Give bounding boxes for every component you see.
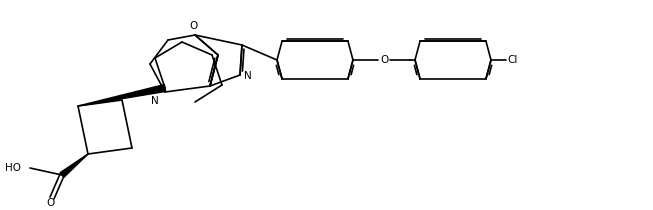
Polygon shape	[78, 85, 166, 106]
Text: N: N	[244, 71, 252, 81]
Text: O: O	[189, 21, 197, 31]
Text: O: O	[380, 55, 389, 65]
Text: HO: HO	[5, 163, 21, 173]
Polygon shape	[60, 154, 88, 177]
Text: N: N	[151, 96, 159, 106]
Text: Cl: Cl	[507, 55, 517, 65]
Text: O: O	[46, 198, 54, 208]
